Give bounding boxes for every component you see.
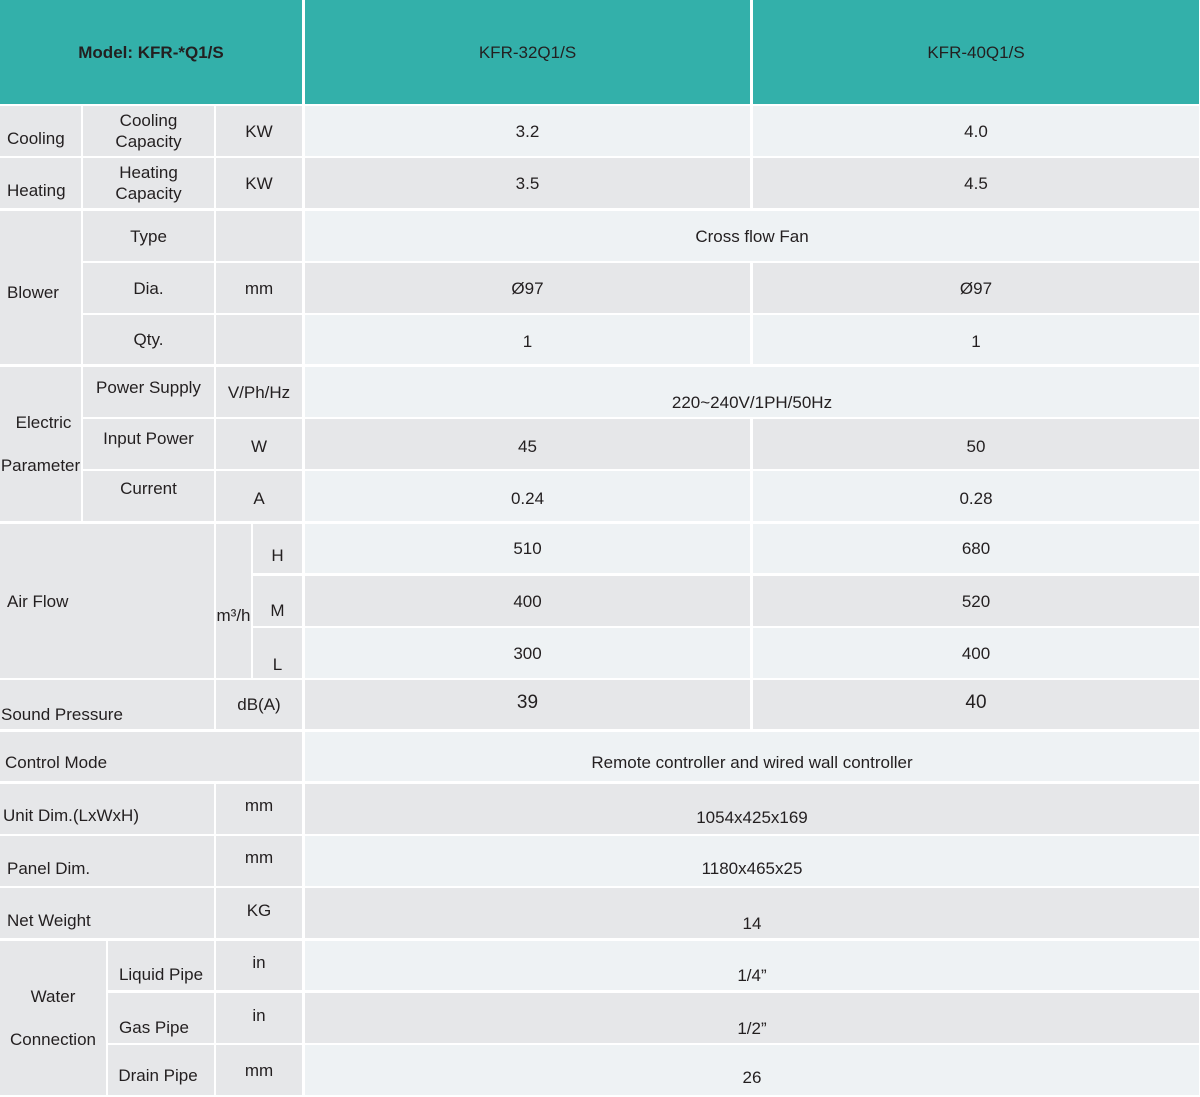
liquid-pipe-value: 1/4” bbox=[305, 941, 1199, 990]
cooling-unit: KW bbox=[216, 106, 302, 156]
blower-dia-item: Dia. bbox=[83, 263, 214, 313]
header-model-2: KFR-40Q1/S bbox=[753, 0, 1199, 104]
blower-qty-unit bbox=[216, 315, 302, 364]
air-flow-group: Air Flow bbox=[0, 524, 214, 678]
panel-dim-unit: mm bbox=[216, 836, 302, 886]
panel-dim-item: Panel Dim. bbox=[0, 836, 214, 886]
drain-pipe-item: Drain Pipe bbox=[108, 1045, 214, 1095]
header-model-1: KFR-32Q1/S bbox=[305, 0, 750, 104]
heating-value-1: 3.5 bbox=[305, 158, 750, 208]
input-power-item: Input Power bbox=[83, 419, 214, 469]
unit-dim-value: 1054x425x169 bbox=[305, 784, 1199, 834]
unit-dim-unit: mm bbox=[216, 784, 302, 834]
water-group-line1: Water bbox=[30, 987, 76, 1006]
current-value-1: 0.24 bbox=[305, 471, 750, 521]
blower-dia-unit: mm bbox=[216, 263, 302, 313]
air-flow-m-value-2: 520 bbox=[753, 576, 1199, 626]
gas-pipe-item: Gas Pipe bbox=[108, 993, 214, 1043]
air-flow-level-l: L bbox=[253, 628, 302, 678]
electric-group-line1: Electric bbox=[15, 413, 72, 432]
electric-group-bg bbox=[0, 367, 81, 521]
net-weight-item: Net Weight bbox=[0, 888, 214, 938]
blower-type-value: Cross flow Fan bbox=[305, 211, 1199, 261]
electric-group: Electric Parameter bbox=[0, 367, 81, 521]
sound-pressure-unit: dB(A) bbox=[216, 680, 302, 729]
drain-pipe-unit: mm bbox=[216, 1045, 302, 1095]
input-power-unit: W bbox=[216, 419, 302, 469]
current-item: Current bbox=[83, 471, 214, 521]
liquid-pipe-item: Liquid Pipe bbox=[108, 941, 214, 990]
cooling-item: Cooling Capacity bbox=[83, 106, 214, 156]
blower-qty-value-2: 1 bbox=[753, 315, 1199, 364]
drain-pipe-value: 26 bbox=[305, 1045, 1199, 1095]
sound-pressure-value-1: 39 bbox=[305, 680, 750, 729]
heating-unit: KW bbox=[216, 158, 302, 208]
current-value-2: 0.28 bbox=[753, 471, 1199, 521]
cooling-value-1: 3.2 bbox=[305, 106, 750, 156]
heating-item: Heating Capacity bbox=[83, 158, 214, 208]
electric-group-line2: Parameter bbox=[0, 456, 81, 475]
water-group-line2: Connection bbox=[9, 1030, 96, 1049]
air-flow-h-value-2: 680 bbox=[753, 524, 1199, 573]
unit-dim-item: Unit Dim.(LxWxH) bbox=[0, 784, 214, 834]
heating-group: Heating bbox=[0, 158, 81, 208]
input-power-value-2: 50 bbox=[753, 419, 1199, 469]
gas-pipe-unit: in bbox=[216, 993, 302, 1043]
cooling-group: Cooling bbox=[0, 106, 81, 156]
heating-value-2: 4.5 bbox=[753, 158, 1199, 208]
gas-pipe-value: 1/2” bbox=[305, 993, 1199, 1043]
net-weight-value: 14 bbox=[305, 888, 1199, 938]
air-flow-l-value-1: 300 bbox=[305, 628, 750, 678]
power-supply-item: Power Supply bbox=[83, 367, 214, 417]
blower-qty-value-1: 1 bbox=[305, 315, 750, 364]
control-mode-item: Control Mode bbox=[0, 732, 302, 781]
blower-group: Blower bbox=[0, 211, 81, 364]
air-flow-unit: m³/h bbox=[216, 524, 251, 678]
panel-dim-value: 1180x465x25 bbox=[305, 836, 1199, 886]
liquid-pipe-unit: in bbox=[216, 941, 302, 990]
power-supply-unit: V/Ph/Hz bbox=[216, 367, 302, 417]
air-flow-l-value-2: 400 bbox=[753, 628, 1199, 678]
control-mode-value: Remote controller and wired wall control… bbox=[305, 732, 1199, 781]
power-supply-value: 220~240V/1PH/50Hz bbox=[305, 367, 1199, 417]
current-unit: A bbox=[216, 471, 302, 521]
water-connection-group: Water Connection bbox=[0, 941, 106, 1095]
cooling-value-2: 4.0 bbox=[753, 106, 1199, 156]
air-flow-level-h: H bbox=[253, 524, 302, 573]
input-power-value-1: 45 bbox=[305, 419, 750, 469]
air-flow-h-value-1: 510 bbox=[305, 524, 750, 573]
blower-qty-item: Qty. bbox=[83, 315, 214, 364]
sound-pressure-item: Sound Pressure bbox=[0, 680, 214, 729]
blower-type-item: Type bbox=[83, 211, 214, 261]
air-flow-level-m: M bbox=[253, 576, 302, 626]
header-model-label: Model: KFR-*Q1/S bbox=[0, 0, 302, 104]
air-flow-m-value-1: 400 bbox=[305, 576, 750, 626]
net-weight-unit: KG bbox=[216, 888, 302, 938]
blower-dia-value-2: Ø97 bbox=[753, 263, 1199, 313]
sound-pressure-value-2: 40 bbox=[753, 680, 1199, 729]
blower-type-unit bbox=[216, 211, 302, 261]
blower-dia-value-1: Ø97 bbox=[305, 263, 750, 313]
